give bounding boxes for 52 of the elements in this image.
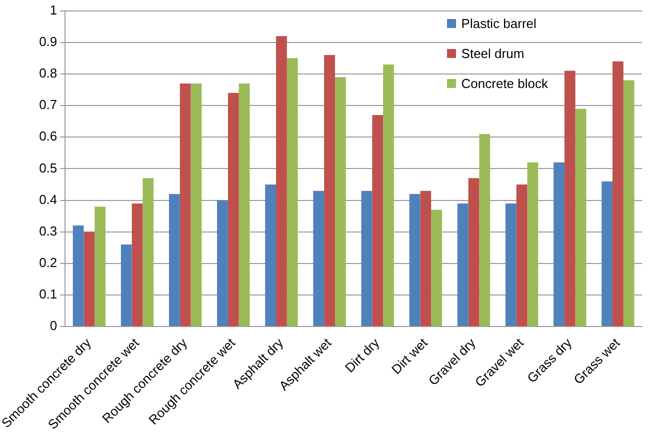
bar [361, 190, 372, 326]
y-tick-label: 1 [50, 2, 58, 18]
bar [334, 77, 346, 326]
y-tick-label: 0.4 [39, 192, 58, 207]
bar [265, 184, 276, 326]
y-tick-label: 0.1 [39, 286, 58, 302]
y-tick-label: 0.8 [39, 66, 58, 81]
bar [575, 108, 586, 326]
bar [612, 61, 624, 326]
bar [132, 203, 143, 326]
bar [120, 244, 132, 326]
bar [602, 181, 613, 326]
bar [623, 80, 634, 326]
y-tick-label: 0.3 [39, 223, 58, 238]
x-tick-label: Dirt wet [388, 334, 431, 377]
bar [468, 178, 480, 326]
bar [409, 194, 420, 326]
bar [324, 55, 335, 326]
bar [217, 200, 228, 326]
y-tick-label: 0.6 [39, 128, 58, 144]
legend-label: Plastic barrel [461, 16, 536, 30]
y-tick-label: 0.5 [39, 160, 58, 176]
bar [313, 190, 324, 326]
bar [516, 184, 528, 326]
bar [94, 206, 106, 326]
x-tick-label: Dirt dry [342, 334, 383, 376]
bar [72, 226, 84, 326]
legend-label: Steel drum [461, 46, 524, 60]
y-tick-label: 0 [50, 318, 58, 334]
bar [383, 64, 394, 326]
bar [505, 203, 516, 326]
bar [286, 58, 298, 326]
bar [190, 83, 202, 326]
bar [457, 203, 468, 326]
bar [142, 178, 154, 326]
bar [431, 210, 442, 326]
bar [554, 162, 564, 326]
y-tick-label: 0.2 [39, 255, 58, 270]
y-tick-label: 0.9 [39, 34, 58, 49]
bar [420, 190, 432, 326]
bar [168, 194, 180, 326]
bar [228, 92, 239, 326]
bar [564, 70, 576, 326]
bar [479, 134, 490, 326]
y-tick-label: 0.7 [39, 97, 58, 112]
bar [238, 83, 250, 326]
bar [276, 36, 287, 326]
legend-label: Concrete block [461, 76, 548, 90]
bar [527, 162, 538, 326]
bar [372, 115, 384, 326]
bar [180, 83, 191, 326]
bar [84, 232, 95, 326]
